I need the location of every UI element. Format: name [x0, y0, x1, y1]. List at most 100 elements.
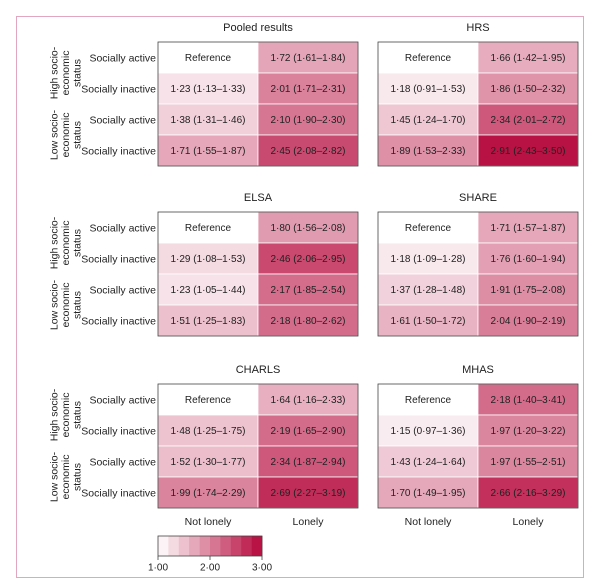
panel-border	[157, 211, 359, 337]
heatmap-cell	[477, 72, 579, 105]
row-label: Socially active	[89, 52, 156, 64]
cell-label: 2·10 (1·90–2·30)	[270, 115, 345, 126]
heatmap-cell	[257, 134, 359, 167]
heatmap-cell	[477, 476, 579, 509]
heatmap-cell	[257, 211, 359, 244]
column-label: Not lonely	[185, 516, 232, 528]
heatmap-cell	[377, 103, 479, 136]
cell-label: 1·97 (1·55–2·51)	[490, 457, 565, 468]
figure-frame	[16, 16, 584, 578]
cell-label: 1·80 (1·56–2·08)	[270, 223, 345, 234]
heatmap-cell	[377, 476, 479, 509]
cell-label: 1·38 (1·31–1·46)	[170, 115, 245, 126]
panel-border	[377, 41, 579, 167]
heatmap-cell	[257, 72, 359, 105]
cell-label: 1·45 (1·24–1·70)	[390, 115, 465, 126]
cell-label: 1·72 (1·61–1·84)	[270, 53, 345, 64]
heatmap-cell	[257, 304, 359, 337]
heatmap-cell	[377, 242, 479, 275]
heatmap-cell	[477, 103, 579, 136]
cell-label: 2·17 (1·85–2·54)	[270, 285, 345, 296]
heatmap-cell	[257, 103, 359, 136]
legend-tick-label: 1·00	[148, 563, 168, 574]
heatmap-cell	[257, 383, 359, 416]
row-label: Socially inactive	[81, 487, 156, 499]
row-label: Socially inactive	[81, 425, 156, 437]
panel-border	[157, 383, 359, 509]
heatmap-cell	[257, 414, 359, 447]
cell-label: 1·18 (0·91–1·53)	[390, 84, 465, 95]
heatmap-cell	[257, 242, 359, 275]
cell-label: Reference	[405, 223, 452, 234]
row-label: Socially inactive	[81, 253, 156, 265]
cell-label: 1·99 (1·74–2·29)	[170, 488, 245, 499]
cell-label: 2·01 (1·71–2·31)	[270, 84, 345, 95]
heatmap-cell	[477, 304, 579, 337]
cell-label: 1·61 (1·50–1·72)	[390, 316, 465, 327]
cell-label: 1·37 (1·28–1·48)	[390, 285, 465, 296]
cell-label: 1·48 (1·25–1·75)	[170, 426, 245, 437]
heatmap-cell	[377, 414, 479, 447]
cell-label: 2·34 (2·01–2·72)	[490, 115, 565, 126]
cell-label: 1·71 (1·57–1·87)	[490, 223, 565, 234]
legend-swatch	[168, 536, 180, 556]
group-label: High socio-economicstatus	[49, 216, 84, 269]
cell-label: 1·18 (1·09–1·28)	[390, 254, 465, 265]
group-label: Low socio-economicstatus	[49, 451, 84, 502]
cell-label: 2·18 (1·80–2·62)	[270, 316, 345, 327]
legend-tick-label: 3·00	[252, 563, 272, 574]
cell-label: 1·23 (1·13–1·33)	[170, 84, 245, 95]
row-label: Socially active	[89, 222, 156, 234]
legend-swatch	[241, 536, 252, 556]
panel-border	[377, 211, 579, 337]
legend-swatch	[230, 536, 242, 556]
cell-label: 2·66 (2·16–3·29)	[490, 488, 565, 499]
heatmap-cell	[477, 242, 579, 275]
heatmap-cell	[377, 134, 479, 167]
cell-label: 1·29 (1·08–1·53)	[170, 254, 245, 265]
column-label: Lonely	[293, 516, 325, 528]
cell-label: 2·91 (2·43–3·50)	[490, 146, 565, 157]
panel-border	[377, 383, 579, 509]
heatmap-cell	[257, 445, 359, 478]
legend-tick-label: 2·00	[200, 563, 220, 574]
cell-label: 2·18 (1·40–3·41)	[490, 395, 565, 406]
cell-label: 2·04 (1·90–2·19)	[490, 316, 565, 327]
cell-label: Reference	[405, 53, 452, 64]
panel-title: MHAS	[462, 364, 494, 376]
row-label: Socially active	[89, 394, 156, 406]
row-label: Socially inactive	[81, 315, 156, 327]
cell-label: 1·43 (1·24–1·64)	[390, 457, 465, 468]
heatmap-cell	[157, 445, 259, 478]
legend-swatch	[199, 536, 211, 556]
panel-title: SHARE	[459, 192, 497, 204]
group-label: Low socio-economicstatus	[49, 279, 84, 330]
cell-label: 1·71 (1·55–1·87)	[170, 146, 245, 157]
cell-label: 1·52 (1·30–1·77)	[170, 457, 245, 468]
legend-swatch	[210, 536, 221, 556]
row-label: Socially active	[89, 456, 156, 468]
cell-label: Reference	[405, 395, 452, 406]
cell-label: 1·89 (1·53–2·33)	[390, 146, 465, 157]
row-label: Socially inactive	[81, 145, 156, 157]
cell-label: 2·46 (2·06–2·95)	[270, 254, 345, 265]
heatmap-cell	[377, 273, 479, 306]
heatmap-cell	[477, 273, 579, 306]
heatmap-cell	[257, 41, 359, 74]
cell-label: 1·15 (0·97–1·36)	[390, 426, 465, 437]
row-label: Socially inactive	[81, 83, 156, 95]
cell-label: 1·51 (1·25–1·83)	[170, 316, 245, 327]
group-label: High socio-economicstatus	[49, 388, 84, 441]
column-label: Not lonely	[405, 516, 452, 528]
heatmap-cell	[477, 445, 579, 478]
group-label: High socio-economicstatus	[49, 46, 84, 99]
cell-label: Reference	[185, 53, 232, 64]
legend-swatch	[220, 536, 232, 556]
heatmap-cell	[477, 414, 579, 447]
legend-swatch	[178, 536, 190, 556]
cell-label: 1·76 (1·60–1·94)	[490, 254, 565, 265]
heatmap-cell	[377, 445, 479, 478]
heatmap-cell	[257, 273, 359, 306]
legend-swatch	[158, 536, 169, 556]
